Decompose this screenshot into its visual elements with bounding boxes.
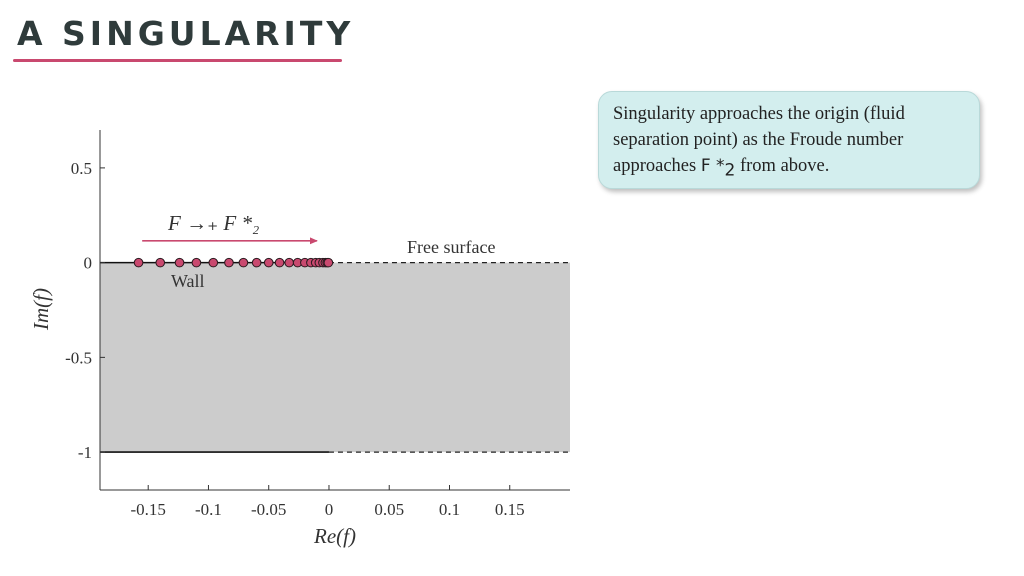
data-point (284, 257, 295, 268)
note-text-before: Singularity approaches the origin (fluid… (613, 104, 905, 176)
data-point (155, 257, 166, 268)
note-text-after: from above. (735, 156, 830, 176)
x-tick-label: -0.15 (130, 500, 165, 519)
note-box: Singularity approaches the origin (fluid… (598, 91, 980, 189)
data-point (263, 257, 274, 268)
x-tick-label: 0 (325, 500, 334, 519)
data-point (133, 257, 144, 268)
x-tick-label: 0.1 (439, 500, 460, 519)
free-surface-label: Free surface (407, 237, 495, 257)
data-point (251, 257, 262, 268)
y-tick-label: -1 (78, 443, 92, 462)
x-axis-label: Re(f) (313, 524, 356, 548)
x-tick-label: 0.05 (374, 500, 404, 519)
data-point (224, 257, 234, 268)
y-ticks: 0.5 0 -0.5 -1 (65, 159, 105, 462)
data-point (274, 257, 285, 268)
x-tick-label: -0.1 (195, 500, 222, 519)
y-tick-label: 0 (84, 254, 93, 273)
y-axis-label: Im(f) (29, 288, 53, 331)
wall-label: Wall (171, 271, 205, 291)
note-symbol: F * (700, 156, 725, 176)
y-tick-label: 0.5 (71, 159, 92, 178)
data-point (238, 257, 249, 268)
y-tick-label: -0.5 (65, 348, 92, 367)
note-subscript: 2 (724, 160, 736, 181)
data-point (191, 257, 202, 268)
fluid-region (100, 262, 570, 453)
data-point (323, 257, 334, 268)
data-point (208, 257, 219, 268)
x-tick-label: -0.05 (251, 500, 286, 519)
data-point (174, 257, 185, 268)
slide-title: A SINGULARITY (17, 14, 355, 53)
arrow-label: F →₊ F *₂ (167, 211, 259, 235)
title-underline (13, 59, 342, 62)
x-ticks: -0.15 -0.1 -0.05 0 0.05 0.1 0.15 (130, 485, 525, 519)
data-points (133, 257, 334, 268)
x-tick-label: 0.15 (495, 500, 525, 519)
